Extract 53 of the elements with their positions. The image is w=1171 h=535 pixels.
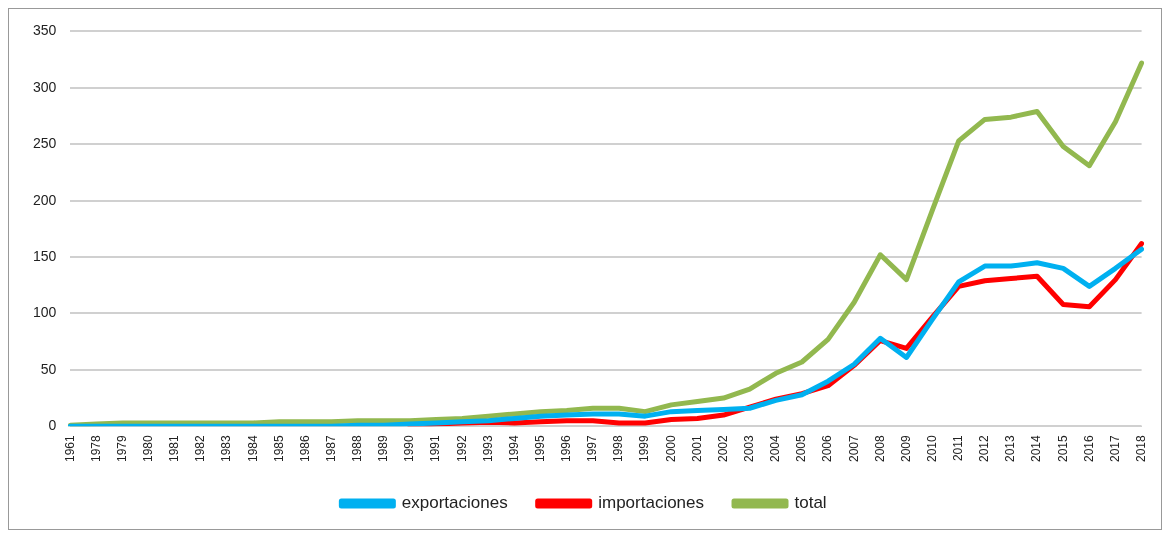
x-tick-label: 2013 bbox=[1003, 434, 1018, 463]
x-tick-label: 1998 bbox=[611, 434, 626, 463]
x-tick-label: 2012 bbox=[977, 434, 992, 463]
x-tick-label: 1961 bbox=[62, 434, 77, 463]
x-tick-label: 1991 bbox=[428, 434, 443, 463]
x-tick-label: 1987 bbox=[323, 434, 338, 463]
x-tick-label: 2006 bbox=[820, 434, 835, 463]
x-tick-label: 1978 bbox=[88, 434, 103, 463]
x-tick-label: 2015 bbox=[1055, 434, 1070, 463]
x-tick-label: 2016 bbox=[1081, 434, 1096, 463]
y-tick-label: 50 bbox=[40, 360, 57, 377]
x-tick-label: 1999 bbox=[637, 434, 652, 463]
x-tick-label: 1994 bbox=[506, 434, 521, 463]
x-tick-label: 2014 bbox=[1029, 434, 1044, 463]
x-tick-label: 1982 bbox=[193, 434, 208, 463]
x-tick-label: 1981 bbox=[167, 434, 182, 463]
x-tick-label: 1997 bbox=[585, 434, 600, 463]
y-tick-label: 350 bbox=[33, 22, 57, 39]
x-tick-label: 1995 bbox=[532, 434, 547, 463]
legend-label: exportaciones bbox=[401, 493, 508, 513]
y-tick-label: 300 bbox=[33, 78, 57, 95]
legend-label: total bbox=[794, 493, 827, 513]
x-tick-label: 1996 bbox=[559, 434, 574, 463]
legend-label: importaciones bbox=[598, 493, 705, 513]
x-tick-label: 2008 bbox=[872, 434, 887, 463]
x-tick-label: 2009 bbox=[898, 434, 913, 463]
y-tick-label: 100 bbox=[33, 304, 57, 321]
x-tick-label: 1989 bbox=[376, 434, 391, 463]
x-tick-label: 1988 bbox=[350, 434, 365, 463]
x-tick-label: 2000 bbox=[663, 434, 678, 463]
y-tick-label: 200 bbox=[33, 191, 57, 208]
x-tick-label: 2018 bbox=[1133, 434, 1148, 463]
x-tick-label: 2003 bbox=[741, 434, 756, 463]
x-tick-label: 2017 bbox=[1107, 434, 1122, 463]
x-tick-label: 1979 bbox=[114, 434, 129, 463]
x-tick-label: 2002 bbox=[715, 434, 730, 463]
x-tick-label: 2005 bbox=[794, 434, 809, 463]
x-tick-label: 2004 bbox=[768, 434, 783, 463]
y-tick-label: 150 bbox=[33, 247, 57, 264]
x-tick-label: 2010 bbox=[924, 434, 939, 463]
x-tick-label: 2001 bbox=[689, 434, 704, 463]
x-tick-label: 1984 bbox=[245, 434, 260, 463]
x-tick-label: 1980 bbox=[141, 434, 156, 463]
x-tick-label: 1993 bbox=[480, 434, 495, 463]
x-tick-label: 2007 bbox=[846, 434, 861, 463]
x-tick-label: 1983 bbox=[219, 434, 234, 463]
x-tick-label: 1992 bbox=[454, 434, 469, 463]
x-tick-label: 1986 bbox=[297, 434, 312, 463]
x-tick-label: 2011 bbox=[951, 434, 966, 462]
y-tick-label: 250 bbox=[33, 135, 57, 152]
y-tick-label: 0 bbox=[48, 417, 57, 434]
x-tick-label: 1990 bbox=[402, 434, 417, 463]
x-tick-label: 1985 bbox=[271, 434, 286, 463]
